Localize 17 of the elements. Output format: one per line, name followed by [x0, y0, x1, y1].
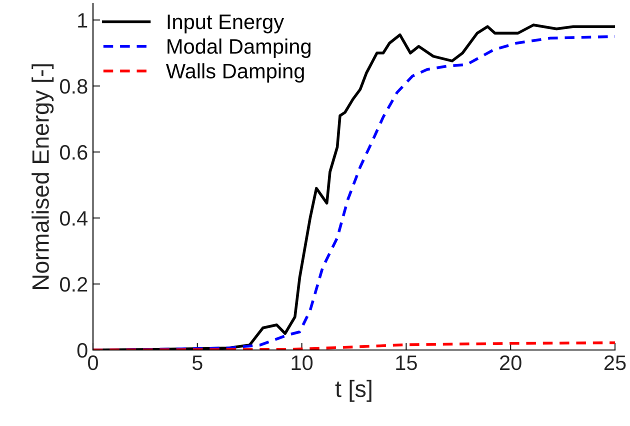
legend-label: Walls Damping [166, 63, 304, 83]
x-axis-title: t [s] [335, 380, 372, 402]
y-tick-label: 0.2 [60, 277, 88, 292]
x-tick-label: 0 [88, 355, 98, 370]
legend-label: Input Energy [168, 14, 284, 34]
x-tick-label: 15 [396, 356, 417, 370]
legend-label: Modal Damping [168, 38, 310, 58]
y-tick-label: 0 [77, 343, 88, 358]
y-tick-label: 0.6 [60, 145, 88, 160]
y-axis-title: Normalised Energy [-] [32, 64, 54, 289]
y-tick-label: 0.4 [60, 211, 88, 226]
x-tick-label: 10 [292, 355, 313, 370]
y-tick-label: 0.8 [60, 79, 88, 94]
x-tick-label: 25 [604, 355, 626, 370]
y-tick-label: 1 [78, 13, 88, 28]
x-tick-label: 5 [192, 356, 202, 370]
x-tick-label: 20 [500, 355, 522, 370]
